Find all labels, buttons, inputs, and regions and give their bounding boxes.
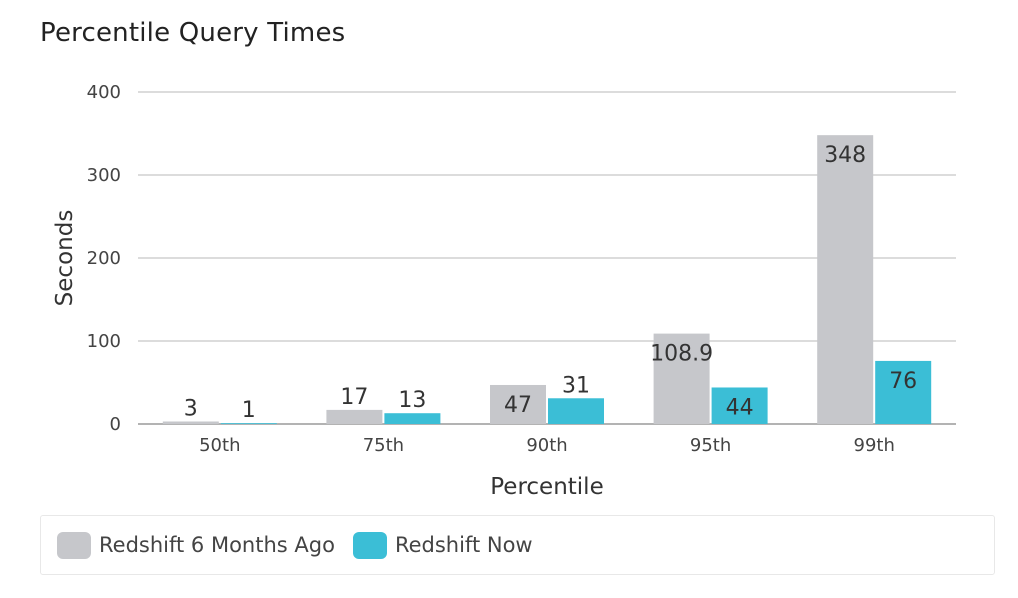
data-label-redshift-now-50th: 1 xyxy=(242,398,256,423)
y-tick-label-100: 100 xyxy=(87,331,121,352)
data-label-redshift-now-90th: 31 xyxy=(562,373,590,398)
bar-redshift-now-99th xyxy=(875,360,932,424)
y-tick-label-300: 300 xyxy=(87,165,121,186)
x-tick-label-50th: 50th xyxy=(199,435,240,456)
bar-redshift-6-months-ago-50th xyxy=(162,421,219,424)
data-label-redshift-6-months-ago-95th: 108.9 xyxy=(650,342,713,367)
data-label-redshift-6-months-ago-50th: 3 xyxy=(184,397,198,422)
data-label-redshift-now-75th: 13 xyxy=(398,388,426,413)
legend-item-redshift-6-months-ago[interactable]: Redshift 6 Months Ago xyxy=(57,531,335,559)
x-axis-title: Percentile xyxy=(490,474,603,500)
x-tick-label-95th: 95th xyxy=(690,435,731,456)
y-axis-title: Seconds xyxy=(52,210,78,307)
bar-redshift-6-months-ago-75th xyxy=(326,409,383,424)
x-tick-label-90th: 90th xyxy=(526,435,567,456)
data-label-redshift-now-99th: 76 xyxy=(889,369,917,394)
legend-swatch-redshift-now xyxy=(352,531,387,559)
bar-redshift-6-months-ago-90th xyxy=(490,384,546,424)
legend-item-redshift-now[interactable]: Redshift Now xyxy=(352,531,533,559)
data-label-redshift-6-months-ago-75th: 17 xyxy=(340,385,368,410)
legend-label-redshift-now: Redshift Now xyxy=(394,533,533,557)
bar-redshift-now-75th xyxy=(384,413,441,424)
data-label-redshift-now-95th: 44 xyxy=(726,395,754,420)
x-tick-label-99th: 99th xyxy=(854,435,895,456)
y-tick-label-0: 0 xyxy=(110,414,121,435)
x-tick-label-75th: 75th xyxy=(363,435,404,456)
chart-title: Percentile Query Times xyxy=(40,18,346,48)
y-tick-label-400: 400 xyxy=(87,82,121,103)
y-tick-label-200: 200 xyxy=(87,248,121,269)
legend: Redshift 6 Months Ago Redshift Now xyxy=(40,515,995,575)
legend-swatch-redshift-6-months-ago xyxy=(57,531,91,559)
bar-redshift-6-months-ago-99th xyxy=(817,135,874,424)
bar-redshift-now-50th xyxy=(220,423,277,424)
bar-redshift-6-months-ago-95th xyxy=(653,333,710,424)
legend-label-redshift-6-months-ago: Redshift 6 Months Ago xyxy=(99,533,335,557)
bar-redshift-now-90th xyxy=(548,398,604,424)
data-label-redshift-6-months-ago-99th: 348 xyxy=(824,143,866,168)
data-label-redshift-6-months-ago-90th: 47 xyxy=(504,393,532,418)
bar-redshift-now-95th xyxy=(711,387,768,424)
